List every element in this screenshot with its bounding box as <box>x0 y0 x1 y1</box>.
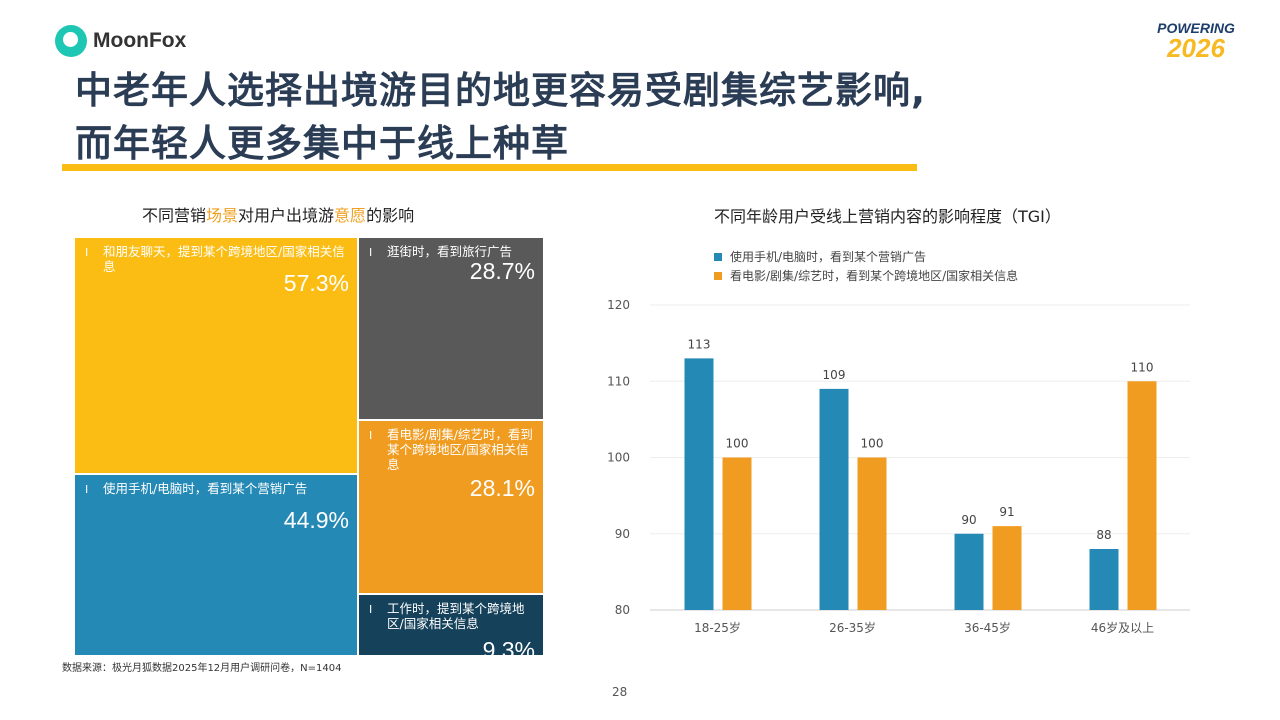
treemap-title: 不同营销场景对用户出境游意愿的影响 <box>142 206 415 225</box>
data-label: 91 <box>999 505 1014 519</box>
data-label: 109 <box>823 368 846 382</box>
treemap-tile: I 和朋友聊天，提到某个跨境地区/国家相关信息 57.3% <box>75 238 357 473</box>
powering-2026-badge: POWERING 2026 <box>1150 20 1242 63</box>
title-underline <box>62 164 917 171</box>
tile-value: 57.3% <box>283 270 349 296</box>
data-label: 88 <box>1096 528 1111 542</box>
y-tick-label: 90 <box>615 527 630 541</box>
data-label: 100 <box>726 437 749 451</box>
treemap-tile: I 逛街时，看到旅行广告 28.7% <box>359 238 543 419</box>
treemap-tile: I 看电影/剧集/综艺时，看到某个跨境地区/国家相关信息 28.1% <box>359 421 543 593</box>
tile-tick: I <box>85 483 89 496</box>
legend-item: 看电影/剧集/综艺时，看到某个跨境地区/国家相关信息 <box>714 267 1018 284</box>
x-tick-label: 26-35岁 <box>829 620 876 635</box>
x-tick-label: 36-45岁 <box>964 620 1011 635</box>
tile-label: 工作时，提到某个跨境地区/国家相关信息 <box>387 601 525 631</box>
tile-label: 逛街时，看到旅行广告 <box>387 244 513 259</box>
page-title-line2: 而年轻人更多集中于线上种草 <box>75 122 569 165</box>
tile-value: 28.7% <box>469 258 535 284</box>
x-tick-label: 46岁及以上 <box>1091 620 1154 635</box>
tile-value: 44.9% <box>283 507 349 533</box>
treemap-tile: I 使用手机/电脑时，看到某个营销广告 44.9% <box>75 475 357 655</box>
tile-value: 28.1% <box>469 475 535 501</box>
bar <box>992 526 1022 610</box>
bar <box>722 457 752 610</box>
legend-item: 使用手机/电脑时，看到某个营销广告 <box>714 248 926 265</box>
bar <box>1127 381 1157 610</box>
page-number: 28 <box>612 685 628 699</box>
bar <box>954 533 984 610</box>
tile-label: 看电影/剧集/综艺时，看到某个跨境地区/国家相关信息 <box>387 427 533 472</box>
bar <box>819 388 849 610</box>
bar <box>684 358 714 610</box>
bar <box>1089 549 1119 610</box>
tile-tick: I <box>369 246 373 259</box>
y-tick-label: 110 <box>607 374 630 388</box>
data-label: 113 <box>688 337 711 351</box>
badge-year: 2026 <box>1167 33 1225 63</box>
tile-value: 9.3% <box>482 637 535 663</box>
tile-label: 和朋友聊天，提到某个跨境地区/国家相关信息 <box>103 244 345 274</box>
moonfox-logo: MoonFox <box>55 25 186 57</box>
badge-top: POWERING <box>1157 20 1235 36</box>
tile-tick: I <box>85 246 89 259</box>
treemap-tile: I 工作时，提到某个跨境地区/国家相关信息 9.3% <box>359 595 543 663</box>
logo-text: MoonFox <box>93 29 187 52</box>
legend-swatch <box>714 252 722 261</box>
moonfox-logo-icon <box>55 25 87 57</box>
tile-tick: I <box>369 603 373 616</box>
data-label: 90 <box>961 513 976 527</box>
tile-tick: I <box>369 429 373 442</box>
legend-swatch <box>714 271 722 280</box>
y-tick-label: 100 <box>607 451 630 465</box>
data-label: 110 <box>1131 360 1154 374</box>
y-tick-label: 120 <box>607 298 630 312</box>
data-source: 数据来源：极光月狐数据2025年12月用户调研问卷，N=1404 <box>62 663 342 674</box>
tile-label: 使用手机/电脑时，看到某个营销广告 <box>103 481 308 496</box>
y-tick-label: 80 <box>615 603 630 617</box>
chart-title: 不同年龄用户受线上营销内容的影响程度（TGI） <box>714 207 1061 226</box>
bar <box>857 457 887 610</box>
x-tick-label: 18-25岁 <box>694 620 741 635</box>
page-title-line1: 中老年人选择出境游目的地更容易受剧集综艺影响, <box>75 69 927 112</box>
data-label: 100 <box>861 437 884 451</box>
